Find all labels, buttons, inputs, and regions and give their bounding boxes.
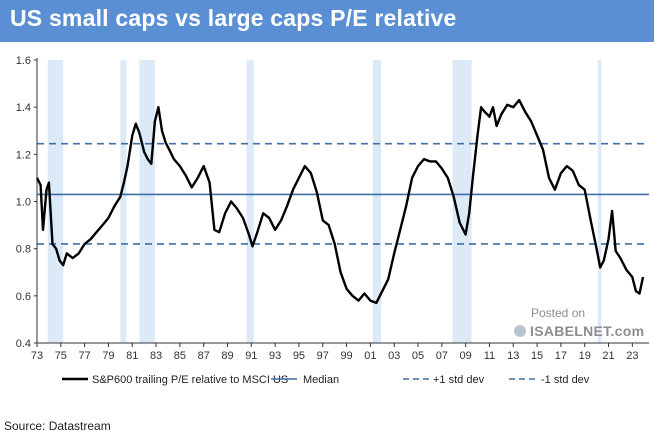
x-tick-label: 11: [484, 350, 495, 362]
x-tick-label: 17: [555, 350, 567, 362]
y-tick-label: 0.6: [16, 291, 31, 303]
x-tick-label: 05: [412, 350, 424, 362]
x-tick-labels: 73 75 77 79 81 83 85 87 89 91 93 95 97 99 01 03 05 07 09 11…: [31, 343, 638, 362]
chart: 0.4 0.6 0.8 1.0 1.2 1.4 1.6 73 75 77 79 81 83 85 87 89…: [16, 55, 649, 386]
title-bar: US small caps vs large caps P/E relative: [0, 0, 654, 42]
recession-band-5: [452, 60, 472, 343]
y-tick-label: 1.2: [16, 149, 31, 161]
x-tick-label: 21: [602, 350, 614, 362]
x-tick-label: 85: [174, 350, 186, 362]
legend-label-1: Median: [303, 374, 339, 386]
x-tick-label: 87: [198, 350, 210, 362]
x-tick-label: 83: [150, 350, 162, 362]
x-tick-label: 23: [626, 350, 638, 362]
reference-lines: [37, 142, 649, 245]
globe-icon: [514, 325, 526, 337]
watermark-site: ISABELNET.com: [530, 323, 644, 339]
x-tick-label: 79: [102, 350, 114, 362]
recession-bands: [47, 60, 602, 343]
x-tick-label: 03: [388, 350, 400, 362]
y-tick-label: 1.6: [16, 55, 31, 67]
series-lines: [35, 98, 645, 305]
watermark: Posted on ISABELNET.com: [514, 306, 644, 339]
y-tick-labels: 0.4 0.6 0.8 1.0 1.2 1.4 1.6: [16, 55, 37, 350]
axes: [36, 58, 649, 344]
x-tick-label: 73: [31, 350, 43, 362]
recession-band-4: [372, 60, 382, 343]
x-tick-label: 75: [55, 350, 67, 362]
x-tick-label: 91: [245, 350, 257, 362]
y-tick-label: 0.4: [16, 338, 31, 350]
x-tick-label: 99: [340, 350, 352, 362]
x-tick-label: 81: [126, 350, 138, 362]
legend-label-0: S&P600 trailing P/E relative to MSCI US: [92, 374, 288, 386]
watermark-posted-on: Posted on: [531, 306, 585, 320]
legend-label-3: -1 std dev: [541, 374, 590, 386]
recession-band-1: [120, 60, 127, 343]
x-tick-label: 09: [460, 350, 472, 362]
legend: S&P600 trailing P/E relative to MSCI US M…: [62, 374, 590, 386]
recession-band-6: [597, 60, 602, 343]
legend-label-2: +1 std dev: [433, 374, 485, 386]
x-tick-label: 89: [221, 350, 233, 362]
x-tick-label: 97: [317, 350, 329, 362]
y-tick-label: 1.4: [16, 102, 31, 114]
recession-band-3: [246, 60, 254, 343]
x-tick-label: 93: [269, 350, 281, 362]
x-tick-label: 13: [507, 350, 519, 362]
x-tick-label: 15: [531, 350, 543, 362]
recession-band-2: [139, 60, 155, 343]
chart-title: US small caps vs large caps P/E relative: [10, 5, 457, 31]
y-tick-label: 1.0: [16, 197, 31, 209]
x-tick-label: 07: [436, 350, 448, 362]
y-tick-label: 0.8: [16, 244, 31, 256]
x-tick-label: 19: [579, 350, 591, 362]
x-tick-label: 95: [293, 350, 305, 362]
source-note: Source: Datastream: [4, 419, 111, 433]
x-tick-label: 77: [79, 350, 91, 362]
recession-band-0: [47, 60, 64, 343]
x-tick-label: 01: [364, 350, 376, 362]
series-line-0: [35, 98, 645, 305]
